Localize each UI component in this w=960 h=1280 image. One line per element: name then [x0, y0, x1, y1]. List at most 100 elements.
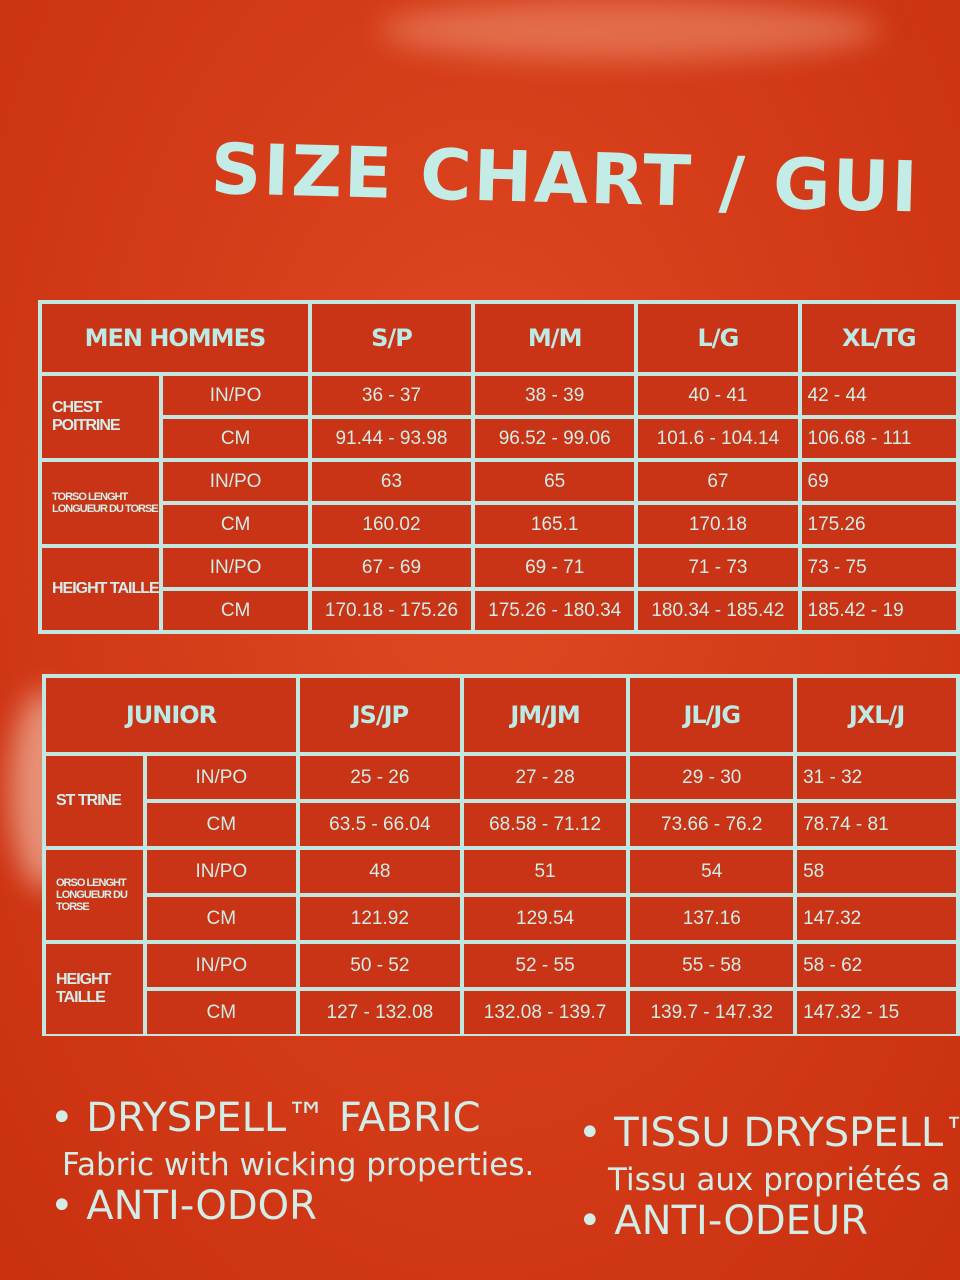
table-title: JUNIOR: [42, 674, 301, 756]
unit-label: IN/PO: [142, 940, 301, 991]
table-row: HEIGHT TAILLE IN/PO 50 - 52 52 - 55 55 - 58 5…: [42, 940, 960, 1036]
size-value: 101.6 - 104.14: [634, 415, 802, 462]
unit-label: CM: [159, 415, 312, 462]
table-row: ST TRINE IN/PO 25 - 26 27 - 28 29 - 30 31 - 3…: [42, 752, 960, 850]
table-row: HEIGHT TAILLE IN/PO 67 - 69 69 - 71 71 - 73 7…: [38, 544, 960, 634]
size-value: 121.92: [296, 893, 464, 944]
size-value: 63: [307, 458, 476, 505]
unit-label: IN/PO: [159, 544, 312, 591]
size-value: 25 - 26: [296, 752, 464, 803]
table-title: MEN HOMMES: [38, 300, 312, 376]
size-value: 63.5 - 66.04: [296, 799, 464, 850]
size-value: 73 - 75: [797, 544, 960, 591]
features-french: • TISSU DRYSPELL™ Tissu aux propriétés a…: [578, 1110, 960, 1244]
size-header: JS/JP: [296, 674, 464, 756]
size-value: 71 - 73: [634, 544, 802, 591]
measurement-label: HEIGHT TAILLE: [38, 544, 164, 634]
size-value: 175.26: [797, 501, 960, 548]
feature-description-fr: Tissu aux propriétés a: [608, 1162, 951, 1198]
size-header: M/M: [471, 300, 639, 376]
size-header: L/G: [634, 300, 802, 376]
size-value: 69: [797, 458, 960, 505]
size-value: 180.34 - 185.42: [634, 587, 802, 634]
size-value: 78.74 - 81: [793, 799, 960, 850]
unit-label: CM: [159, 587, 312, 634]
size-value: 51: [459, 846, 631, 897]
size-value: 55 - 58: [626, 940, 798, 991]
size-value: 65: [471, 458, 639, 505]
size-value: 185.42 - 19: [797, 587, 960, 634]
features-english: • DRYSPELL™ FABRIC Fabric with wicking p…: [50, 1095, 534, 1229]
table-row: CM 63.5 - 66.04 68.58 - 71.12 73.66 - 76.2 7…: [44, 799, 960, 850]
size-value: 127 - 132.08: [296, 987, 464, 1036]
size-value: 48: [296, 846, 464, 897]
size-value: 129.54: [459, 893, 631, 944]
size-value: 50 - 52: [296, 940, 464, 991]
unit-label: CM: [142, 799, 301, 850]
measurement-label: ST TRINE: [42, 752, 147, 850]
size-value: 160.02: [307, 501, 476, 548]
feature-dryspell-fr: • TISSU DRYSPELL™: [578, 1110, 960, 1156]
size-header: JM/JM: [459, 674, 631, 756]
size-value: 58 - 62: [793, 940, 960, 991]
size-value: 68.58 - 71.12: [459, 799, 631, 850]
size-value: 73.66 - 76.2: [626, 799, 798, 850]
table-row: CM 170.18 - 175.26 175.26 - 180.34 180.34 -…: [40, 587, 960, 634]
size-value: 175.26 - 180.34: [471, 587, 639, 634]
size-value: 42 - 44: [797, 372, 960, 419]
size-value: 170.18: [634, 501, 802, 548]
size-value: 69 - 71: [471, 544, 639, 591]
size-value: 139.7 - 147.32: [626, 987, 798, 1036]
size-value: 67 - 69: [307, 544, 476, 591]
size-value: 106.68 - 111: [797, 415, 960, 462]
size-value: 29 - 30: [626, 752, 798, 803]
unit-label: CM: [142, 987, 301, 1036]
size-header: S/P: [307, 300, 476, 376]
unit-label: IN/PO: [159, 372, 312, 419]
measurement-label: ORSO LENGHT LONGUEUR DU TORSE: [42, 846, 147, 944]
feature-anti-odor-fr: • ANTI-ODEUR: [578, 1198, 868, 1244]
table-row: CM 91.44 - 93.98 96.52 - 99.06 101.6 - 104.…: [40, 415, 960, 462]
size-value: 132.08 - 139.7: [459, 987, 631, 1036]
size-value: 147.32 - 15: [793, 987, 960, 1036]
measurement-label: HEIGHT TAILLE: [42, 940, 147, 1036]
measurement-label: TORSO LENGHT LONGUEUR DU TORSE: [38, 458, 164, 548]
size-value: 147.32: [793, 893, 960, 944]
page-title: SIZE CHART / GUI: [209, 128, 921, 229]
size-header: JL/JG: [626, 674, 798, 756]
table-row: TORSO LENGHT LONGUEUR DU TORSE IN/PO 63 65 6…: [38, 458, 960, 548]
size-value: 40 - 41: [634, 372, 802, 419]
feature-dryspell: • DRYSPELL™ FABRIC: [50, 1095, 481, 1141]
feature-anti-odor: • ANTI-ODOR: [50, 1183, 317, 1229]
size-value: 96.52 - 99.06: [471, 415, 639, 462]
table-row: ORSO LENGHT LONGUEUR DU TORSE IN/PO 48 51 54…: [42, 846, 960, 944]
size-value: 52 - 55: [459, 940, 631, 991]
unit-label: IN/PO: [142, 846, 301, 897]
size-value: 67: [634, 458, 802, 505]
size-header: XL/TG: [797, 300, 960, 376]
size-value: 91.44 - 93.98: [307, 415, 476, 462]
plastic-glare: [380, 0, 880, 60]
size-value: 54: [626, 846, 798, 897]
size-value: 170.18 - 175.26: [307, 587, 476, 634]
size-value: 31 - 32: [793, 752, 960, 803]
unit-label: CM: [142, 893, 301, 944]
unit-label: CM: [159, 501, 312, 548]
size-value: 165.1: [471, 501, 639, 548]
size-value: 58: [793, 846, 960, 897]
table-row: CM 127 - 132.08 132.08 - 139.7 139.7 - 147.…: [44, 987, 960, 1036]
size-value: 137.16: [626, 893, 798, 944]
size-value: 27 - 28: [459, 752, 631, 803]
table-row: CM 160.02 165.1 170.18 175.26: [40, 501, 960, 548]
size-value: 38 - 39: [471, 372, 639, 419]
feature-description: Fabric with wicking properties.: [62, 1147, 535, 1183]
men-size-table: MEN HOMMES S/P M/M L/G XL/TG CHEST POITRINE IN…: [38, 300, 960, 636]
unit-label: IN/PO: [159, 458, 312, 505]
junior-size-table: JUNIOR JS/JP JM/JM JL/JG JXL/J ST TRINE IN/PO 2…: [42, 674, 960, 1036]
table-row: CM 121.92 129.54 137.16 147.32: [44, 893, 960, 944]
table-row: CHEST POITRINE IN/PO 36 - 37 38 - 39 40 - 41…: [38, 372, 960, 462]
measurement-label: CHEST POITRINE: [38, 372, 164, 462]
size-value: 36 - 37: [307, 372, 476, 419]
size-header: JXL/J: [793, 674, 960, 756]
unit-label: IN/PO: [142, 752, 301, 803]
